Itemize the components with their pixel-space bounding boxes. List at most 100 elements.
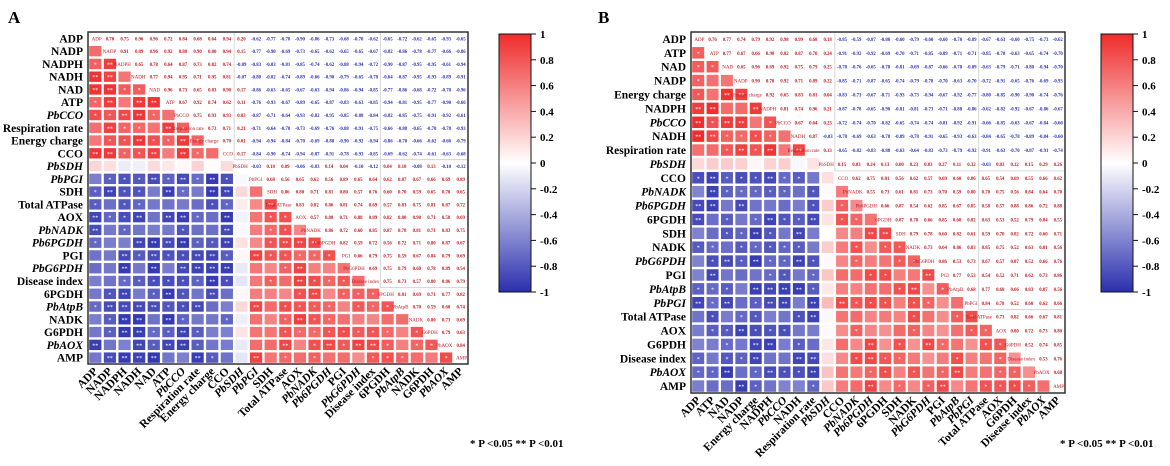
coefficient-label: -0.93: [426, 76, 437, 81]
heatmap-cell: [850, 213, 863, 226]
heatmap-cell: [735, 324, 748, 337]
coefficient-label: 0.71: [340, 216, 349, 221]
heatmap-cell: [264, 263, 277, 274]
heatmap-cell: [206, 339, 219, 351]
heatmap-cell: [735, 366, 748, 378]
heatmap-cell: [864, 310, 877, 323]
coefficient-label: -0.85: [995, 121, 1006, 126]
heatmap-cell: [118, 250, 131, 261]
coefficient-label: 0.88: [354, 216, 363, 221]
coefficient-label: 0.87: [442, 242, 451, 247]
coefficient-label: 0.80: [427, 280, 436, 285]
significance-mark: **: [136, 101, 142, 107]
heatmap-cell: [922, 366, 935, 378]
diagonal-label: ATP: [710, 52, 719, 57]
significance-mark: *: [697, 65, 700, 71]
heatmap-cell: [735, 227, 748, 240]
colorbar-tick-label: 1: [1142, 29, 1148, 41]
heatmap-cell: [720, 338, 733, 351]
coefficient-label: 0.52: [1025, 343, 1034, 348]
heatmap-cell: [735, 213, 748, 226]
coefficient-label: 0.79: [369, 254, 378, 259]
heatmap-cell: [235, 224, 248, 236]
coefficient-label: -0.93: [441, 37, 452, 42]
heatmap-cell: [396, 352, 409, 363]
coefficient-label: 0.62: [910, 177, 919, 182]
heatmap-cell: [103, 326, 117, 338]
coefficient-label: 0.89: [442, 267, 451, 272]
coefficient-label: 0.68: [193, 37, 202, 42]
heatmap-cell: [879, 297, 892, 309]
heatmap-cell: [103, 148, 117, 159]
coefficient-label: 0.64: [164, 63, 173, 68]
heatmap-cell: [352, 339, 365, 351]
panel-a-significance-note: * P <0.05 ** P <0.01: [470, 438, 564, 450]
coefficient-label: 0.94: [223, 50, 232, 55]
significance-mark: *: [754, 149, 757, 155]
coefficient-label: 0.69: [456, 318, 465, 323]
colorbar-tick-label: -0.4: [540, 210, 558, 222]
heatmap-cell: [749, 172, 762, 184]
diagonal-label: CCO: [838, 177, 849, 182]
heatmap-cell: [118, 224, 131, 236]
coefficient-label: 0.79: [442, 331, 451, 336]
coefficient-label: 0.56: [383, 242, 392, 247]
heatmap-cell: [735, 116, 748, 128]
heatmap-cell: [764, 324, 777, 337]
coefficient-label: 0.78: [427, 267, 436, 272]
significance-mark: *: [740, 357, 743, 363]
significance-mark: **: [92, 152, 98, 158]
heatmap-cell: [191, 224, 204, 236]
significance-mark: *: [182, 292, 185, 298]
heatmap-cell: [220, 186, 233, 197]
row-label: PbNADK: [38, 225, 84, 237]
coefficient-label: -0.61: [426, 152, 437, 157]
heatmap-cell: [147, 211, 160, 223]
coefficient-label: -0.93: [295, 114, 306, 119]
heatmap-cell: [1037, 380, 1050, 392]
significance-mark: *: [783, 218, 786, 224]
coefficient-label: 0.57: [383, 203, 392, 208]
coefficient-label: 0.54: [982, 274, 991, 279]
heatmap-cell: [176, 148, 190, 159]
heatmap-cell: [879, 269, 892, 281]
heatmap-cell: [821, 352, 834, 365]
coefficient-label: 0.62: [310, 178, 319, 183]
colorbar-tick-label: -0.8: [1142, 261, 1160, 273]
heatmap-cell: [220, 237, 233, 248]
coefficient-label: 0.73: [996, 316, 1005, 321]
coefficient-label: 0.71: [427, 229, 436, 234]
heatmap-cell: [249, 186, 263, 197]
row-label: NAD: [661, 62, 686, 74]
heatmap-cell: [191, 288, 204, 299]
significance-mark: *: [711, 371, 714, 377]
coefficient-label: 0.56: [895, 177, 904, 182]
coefficient-label: 0.92: [193, 101, 202, 106]
heatmap-cell: [922, 283, 935, 295]
significance-mark: *: [269, 254, 272, 260]
coefficient-label: -0.70: [295, 140, 306, 145]
heatmap-cell: [720, 269, 733, 281]
heatmap-cell: [951, 366, 964, 378]
row-label: PbPGI: [50, 174, 83, 186]
heatmap-cell: [206, 352, 219, 363]
heatmap-cell: [118, 352, 131, 363]
heatmap-cell: [308, 263, 321, 274]
coefficient-label: -0.69: [280, 50, 291, 55]
significance-mark: *: [1028, 385, 1031, 391]
heatmap-cell: [692, 283, 705, 295]
coefficient-label: 0.83: [795, 93, 804, 98]
coefficient-label: -0.91: [995, 80, 1006, 85]
heatmap-cell: [706, 338, 719, 351]
heatmap-cell: [323, 275, 336, 287]
significance-mark: *: [269, 216, 272, 222]
heatmap-cell: [879, 241, 892, 253]
heatmap-cell: [749, 352, 762, 365]
heatmap-cell: [89, 288, 102, 299]
coefficient-label: -0.90: [266, 50, 277, 55]
significance-mark: *: [783, 260, 786, 266]
significance-mark: **: [107, 152, 113, 158]
significance-mark: *: [754, 371, 757, 377]
significance-mark: *: [725, 329, 728, 335]
coefficient-label: -0.80: [251, 76, 262, 81]
